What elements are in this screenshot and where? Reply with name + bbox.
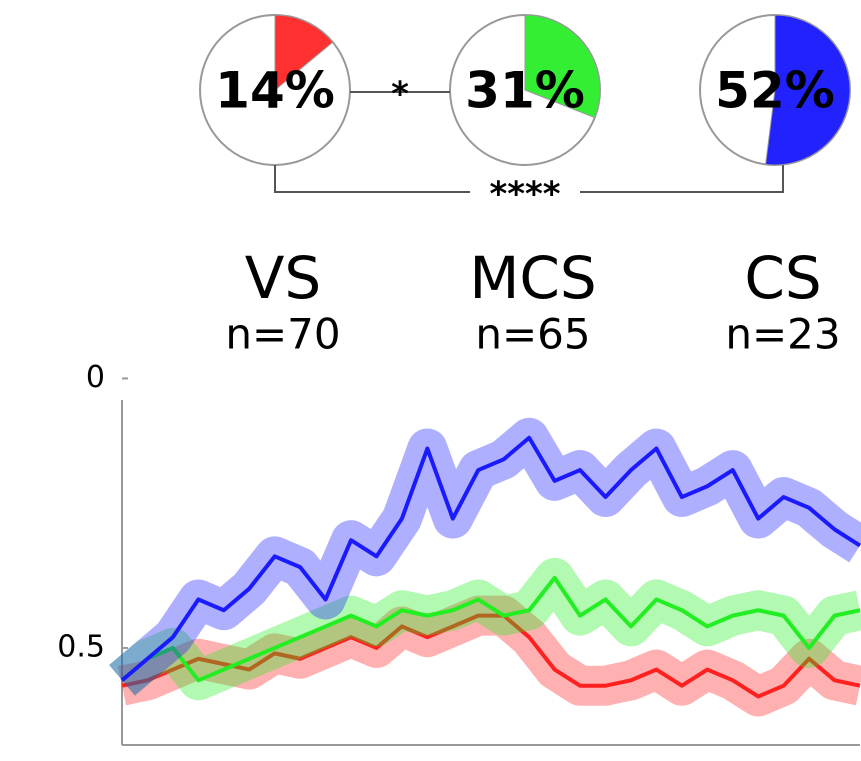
mean-line <box>121 613 861 699</box>
pie-label: 52% <box>715 62 835 120</box>
clip-top <box>123 0 861 400</box>
pie-label: 31% <box>465 62 585 120</box>
group-count: n=23 <box>725 310 840 359</box>
group-label: MCS <box>469 244 596 312</box>
mean-line <box>120 435 861 682</box>
pie-slice <box>765 14 851 166</box>
pie-label: 14% <box>215 62 335 120</box>
group-count: n=70 <box>225 310 340 359</box>
bracket-gap <box>470 178 580 206</box>
group-count: n=65 <box>475 310 590 359</box>
pie-slice <box>524 14 601 119</box>
significance: **** <box>489 175 560 215</box>
y-tick-label: 0 <box>86 360 105 395</box>
pie-slice <box>274 14 334 92</box>
significance: * <box>391 75 409 115</box>
group-label: CS <box>744 244 821 312</box>
error-band <box>109 417 861 696</box>
mean-line <box>120 575 861 683</box>
group-label: VS <box>245 244 322 312</box>
y-tick-label: 0.5 <box>57 629 105 664</box>
